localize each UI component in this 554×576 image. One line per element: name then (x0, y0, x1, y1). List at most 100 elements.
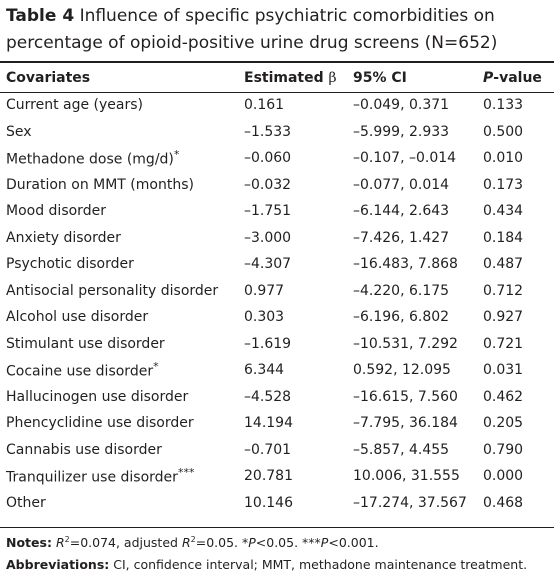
covariate-cell: Alcohol use disorder (0, 304, 244, 331)
beta-cell: 10.146 (244, 494, 293, 511)
table-row: Alcohol use disorder 0.303 –6.196, 6.802 0.… (0, 304, 554, 331)
ci-cell: –5.999, 2.933 (353, 123, 450, 140)
covariate-label: Alcohol use disorder (6, 309, 149, 326)
covariate-label: Hallucinogen use disorder (6, 388, 189, 405)
adj-r2-text: =0.05. * (195, 535, 249, 551)
significance-mark: * (173, 148, 180, 162)
table-body: Current age (years) 0.161 –0.049, 0.371 0.1… (0, 92, 554, 516)
beta-cell: 0.977 (244, 282, 285, 299)
p1-symbol: P (248, 535, 256, 551)
covariate-label: Psychotic disorder (6, 256, 134, 273)
covariate-label: Tranquilizer use disorder (6, 470, 178, 487)
table-row: Antisocial personality disorder 0.977 –4.2… (0, 278, 554, 305)
abbreviations-text: CI, confidence interval; MMT, methadone … (113, 557, 528, 573)
header-row: Covariates Estimated β 95% CI P-value (0, 64, 554, 92)
header-estimated: Estimated (244, 70, 324, 86)
ci-cell: –0.107, –0.014 (353, 150, 457, 167)
covariate-label: Mood disorder (6, 203, 106, 220)
top-rule (0, 61, 554, 63)
covariate-label: Phencyclidine use disorder (6, 415, 194, 432)
header-ci: 95% CI (353, 70, 407, 86)
ci-cell: –16.483, 7.868 (353, 256, 458, 273)
covariate-cell: Stimulant use disorder (0, 331, 244, 358)
table-row: Hallucinogen use disorder –4.528 –16.615, … (0, 384, 554, 411)
covariate-label: Other (6, 494, 46, 511)
p-value-cell: 0.712 (483, 282, 524, 299)
covariate-label: Methadone dose (mg/d) (6, 152, 174, 169)
covariate-cell: Cocaine use disorder* (0, 357, 244, 384)
p-value-cell: 0.031 (483, 362, 524, 379)
table-row: Mood disorder –1.751 –6.144, 2.643 0.434 (0, 198, 554, 225)
beta-cell: –0.701 (244, 441, 292, 458)
p2-text: <0.001. (328, 535, 379, 551)
covariate-cell: Duration on MMT (months) (0, 172, 244, 199)
table-row: Sex –1.533 –5.999, 2.933 0.500 (0, 119, 554, 146)
header-covariates: Covariates (6, 70, 91, 86)
covariate-cell: Methadone dose (mg/d)* (0, 145, 244, 172)
covariate-label: Antisocial personality disorder (6, 282, 219, 299)
covariate-cell: Phencyclidine use disorder (0, 410, 244, 437)
beta-cell: 0.303 (244, 309, 285, 326)
covariate-label: Anxiety disorder (6, 229, 121, 246)
beta-cell: –1.751 (244, 203, 292, 220)
table-row: Methadone dose (mg/d)* –0.060 –0.107, –0.0… (0, 145, 554, 172)
header-estimated-beta: Estimated β (244, 64, 353, 92)
table-caption: Table 4 Influence of specific psychiatri… (6, 3, 552, 57)
significance-mark: * (153, 360, 159, 374)
covariate-cell: Other (0, 490, 244, 517)
p-suffix: -value (493, 70, 542, 86)
beta-cell: –1.619 (244, 335, 292, 352)
beta-cell: 20.781 (244, 468, 293, 485)
ci-cell: –7.426, 1.427 (353, 229, 450, 246)
header-p-value: P-value (483, 64, 554, 92)
ci-cell: –7.795, 36.184 (353, 415, 458, 432)
table-row: Cannabis use disorder –0.701 –5.857, 4.455… (0, 437, 554, 464)
beta-cell: –0.060 (244, 150, 292, 167)
bottom-rule (0, 527, 554, 528)
covariate-cell: Tranquilizer use disorder*** (0, 463, 244, 490)
table-row: Other 10.146 –17.274, 37.567 0.468 (0, 490, 554, 517)
covariate-label: Cannabis use disorder (6, 441, 162, 458)
covariate-label: Sex (6, 123, 32, 140)
covariate-cell: Sex (0, 119, 244, 146)
adj-r2-symbol: R (181, 535, 191, 551)
beta-cell: 6.344 (244, 362, 285, 379)
table-row: Phencyclidine use disorder 14.194 –7.795, … (0, 410, 554, 437)
p-value-cell: 0.133 (483, 97, 524, 114)
caption-label: Table 4 (6, 6, 75, 26)
r2-text: =0.074, adjusted (69, 535, 182, 551)
ci-cell: 10.006, 31.555 (353, 468, 460, 485)
covariate-cell: Antisocial personality disorder (0, 278, 244, 305)
ci-cell: –17.274, 37.567 (353, 494, 467, 511)
p-value-cell: 0.468 (483, 494, 524, 511)
ci-cell: –0.077, 0.014 (353, 176, 450, 193)
ci-cell: –10.531, 7.292 (353, 335, 458, 352)
ci-cell: –6.196, 6.802 (353, 309, 450, 326)
beta-cell: 14.194 (244, 415, 293, 432)
ci-cell: –16.615, 7.560 (353, 388, 458, 405)
significance-mark: *** (177, 466, 195, 480)
table-row: Anxiety disorder –3.000 –7.426, 1.427 0.184 (0, 225, 554, 252)
beta-cell: –3.000 (244, 229, 292, 246)
p-value-cell: 0.487 (483, 256, 524, 273)
p-value-cell: 0.434 (483, 203, 524, 220)
ci-cell: –5.857, 4.455 (353, 441, 450, 458)
covariate-cell: Cannabis use disorder (0, 437, 244, 464)
p-value-cell: 0.000 (483, 468, 524, 485)
covariate-label: Duration on MMT (months) (6, 176, 194, 193)
ci-cell: –6.144, 2.643 (353, 203, 450, 220)
covariate-cell: Psychotic disorder (0, 251, 244, 278)
abbreviations-line: Abbreviations: CI, confidence interval; … (6, 554, 552, 576)
p-value-cell: 0.184 (483, 229, 524, 246)
caption-text: Influence of specific psychiatric comorb… (6, 6, 498, 53)
abbreviations-label: Abbreviations: (6, 557, 110, 573)
beta-symbol: β (328, 70, 337, 86)
ci-cell: 0.592, 12.095 (353, 362, 451, 379)
beta-cell: –4.307 (244, 256, 292, 273)
header-rule (0, 92, 554, 93)
covariate-cell: Current age (years) (0, 92, 244, 119)
covariate-cell: Mood disorder (0, 198, 244, 225)
p-value-cell: 0.010 (483, 150, 524, 167)
table-row: Duration on MMT (months) –0.032 –0.077, 0.… (0, 172, 554, 199)
